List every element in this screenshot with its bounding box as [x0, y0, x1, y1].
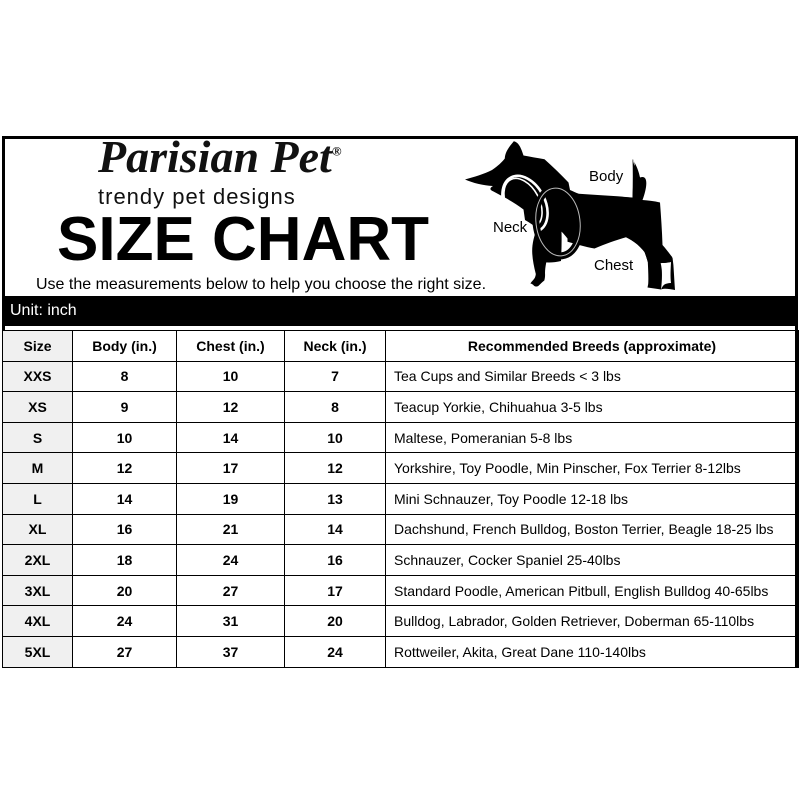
svg-text:Neck: Neck — [493, 219, 528, 236]
svg-text:Body: Body — [589, 168, 624, 185]
svg-text:Chest: Chest — [594, 257, 634, 274]
